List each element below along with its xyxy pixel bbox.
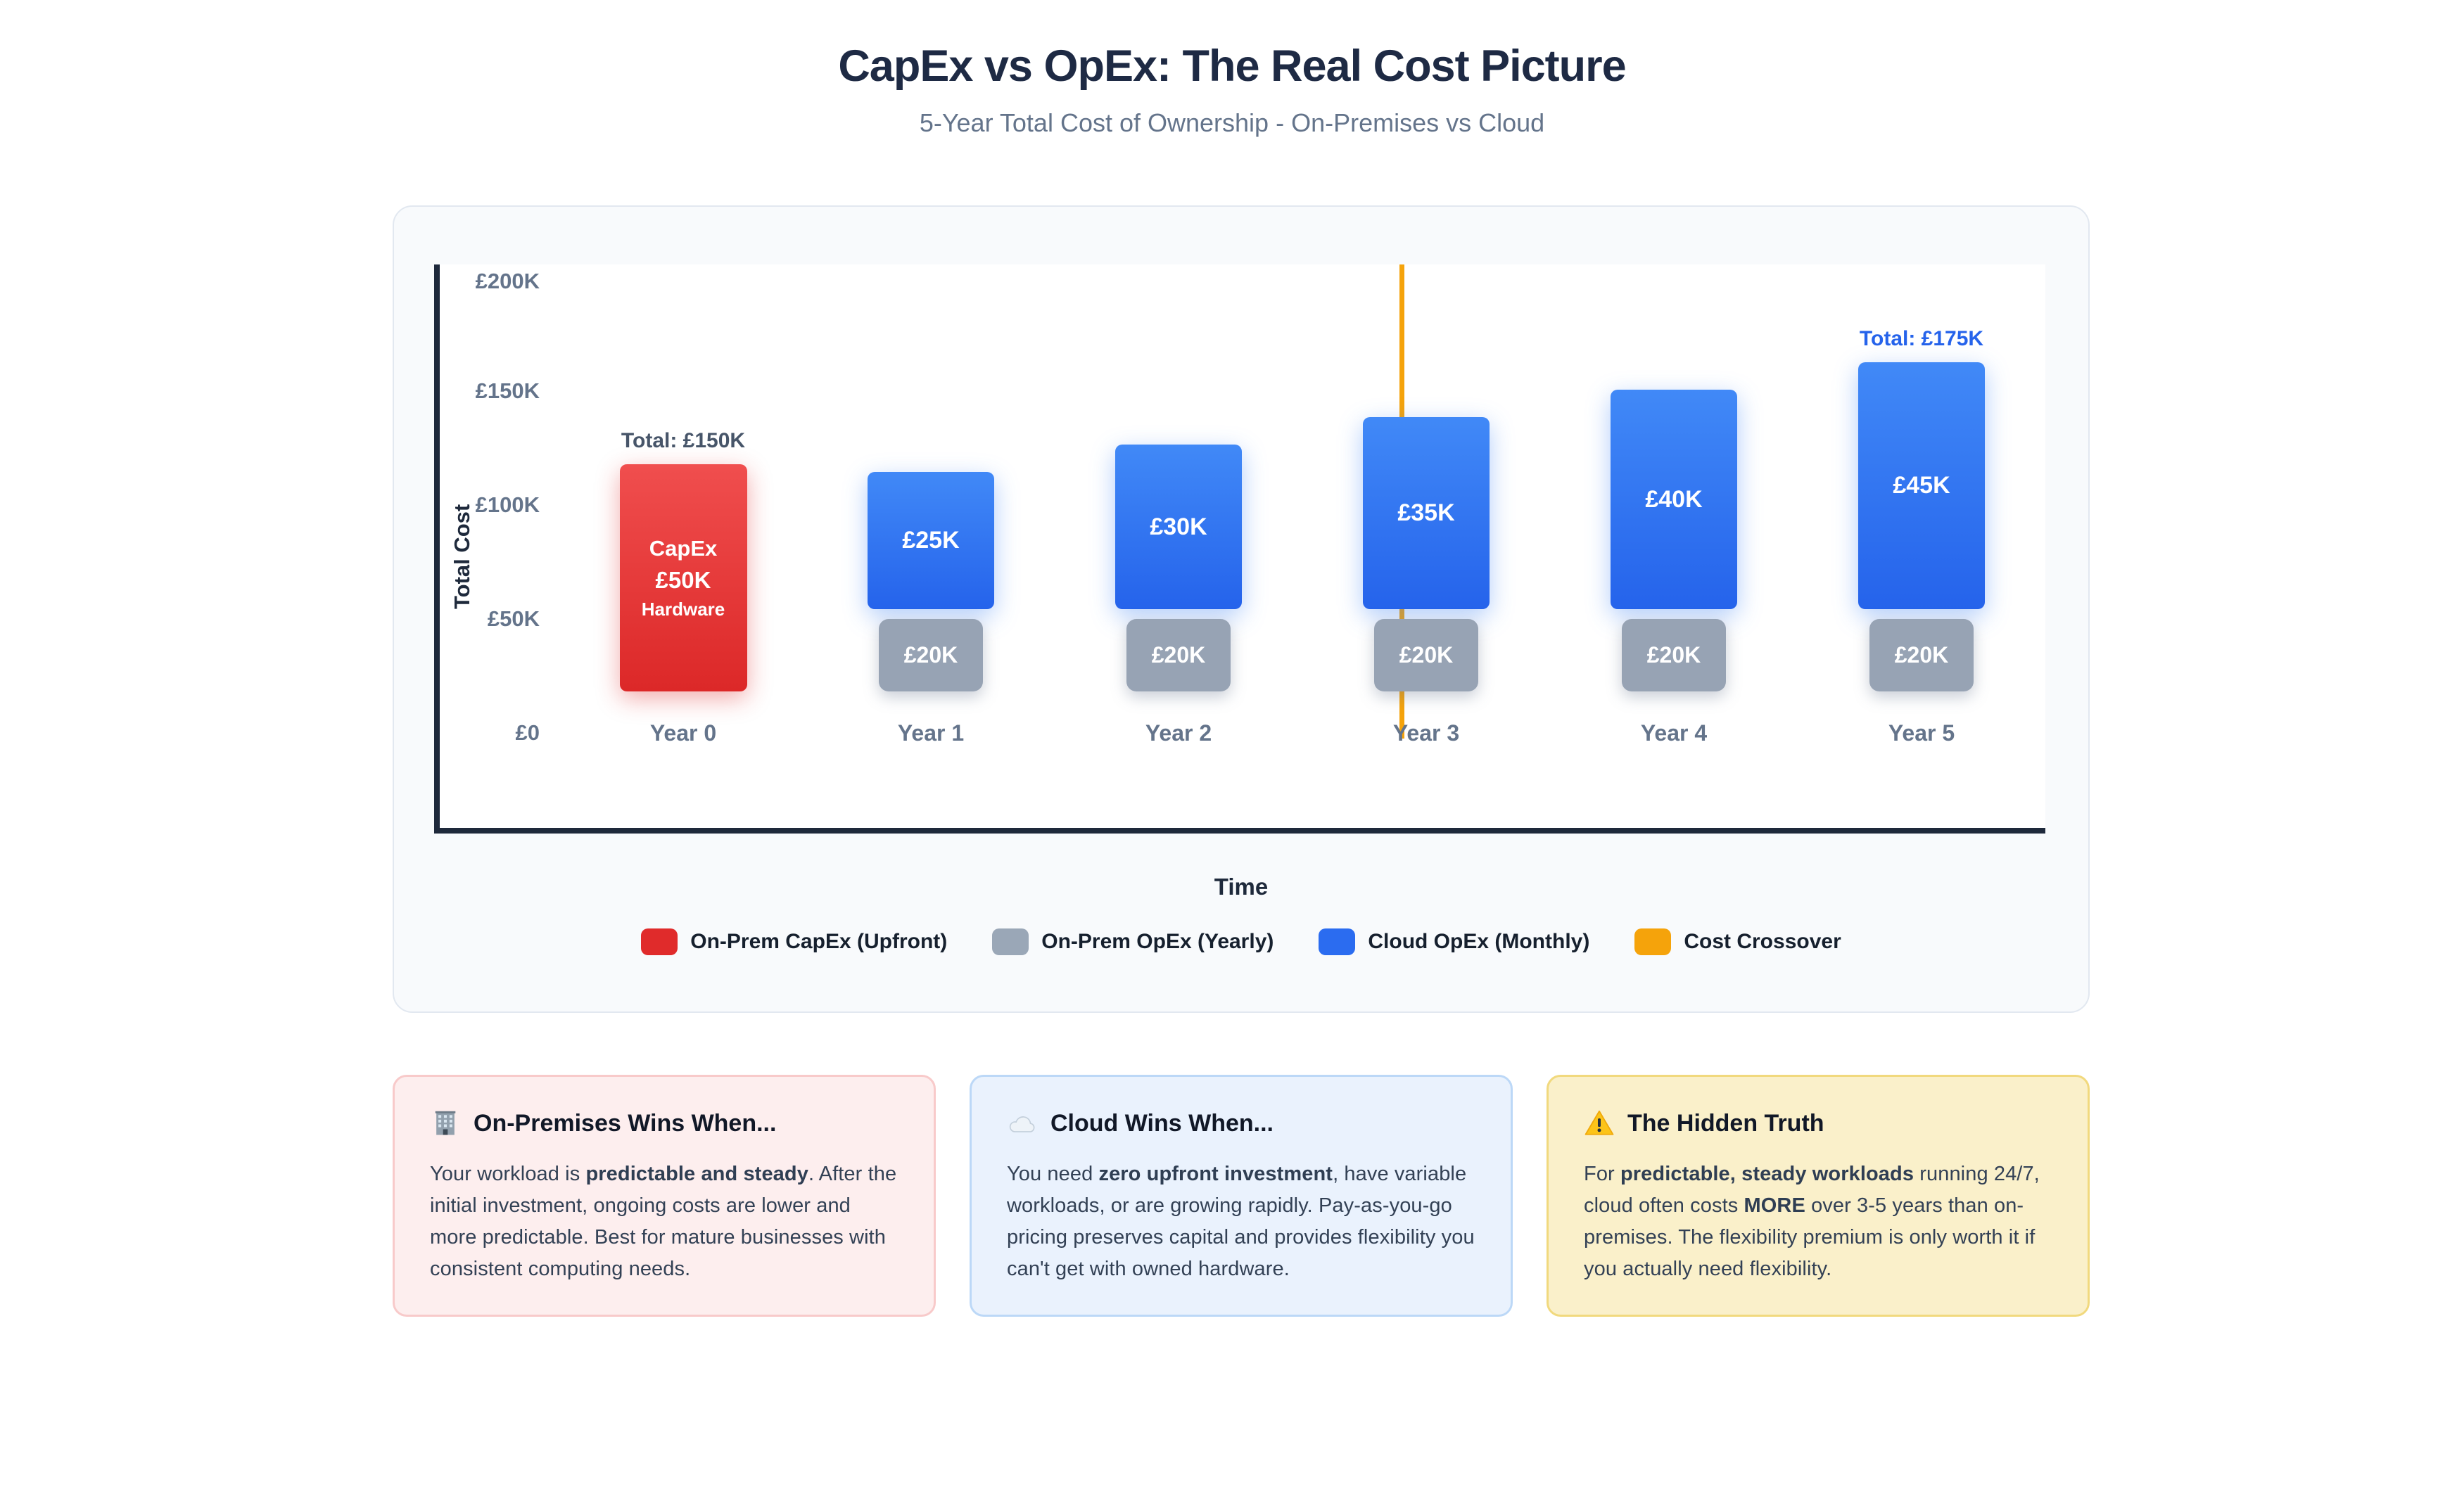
capex-legend-swatch (641, 928, 678, 955)
chart-column-year-3: £35K £20K (1302, 264, 1550, 691)
onprem-opex-legend-swatch (992, 928, 1029, 955)
page-header: CapEx vs OpEx: The Real Cost Picture 5-Y… (0, 41, 2464, 138)
body-text: running 24/7, cloud often costs (1584, 1163, 2040, 1217)
legend-label: On-Prem OpEx (Yearly) (1041, 930, 1274, 953)
card-title: The Hidden Truth (1627, 1109, 1824, 1137)
chart-column-year-5: Total: £175K £45K £20K (1798, 264, 2045, 691)
onprem-opex-box: £20K (1622, 619, 1726, 691)
chart-column-year-2: £30K £20K (1055, 264, 1302, 691)
card-title: On-Premises Wins When... (474, 1109, 777, 1137)
card-body: For predictable, steady workloads runnin… (1584, 1158, 2052, 1285)
insight-cards: On-Premises Wins When... Your workload i… (393, 1075, 2090, 1317)
body-text: over 3-5 years than on-premises. The fle… (1584, 1194, 2036, 1280)
x-tick-label: Year 1 (897, 720, 965, 746)
body-text: For (1584, 1163, 1620, 1185)
x-axis-labels: Year 0 Year 1 Year 2 Year 3 Year 4 Year 5 (559, 717, 2045, 748)
chart-plot-area: £200K £150K £100K £50K £0 Total Cost Total: … (434, 264, 2045, 834)
card-title-row: Cloud Wins When... (1007, 1108, 1475, 1139)
capex-bar: CapEx £50K Hardware (619, 464, 747, 691)
building-icon (430, 1108, 461, 1139)
x-tick-label: Year 0 (649, 720, 717, 746)
body-text-bold: zero upfront investment (1098, 1163, 1333, 1185)
y-tick-label: £150K (475, 378, 540, 403)
y-axis-title: Total Cost (450, 504, 474, 609)
card-hidden-truth: The Hidden Truth For predictable, steady… (1547, 1075, 2090, 1317)
chart-column-year-1: £25K £20K (807, 264, 1055, 691)
y-tick-label: £0 (515, 720, 540, 745)
card-body: You need zero upfront investment, have v… (1007, 1158, 1475, 1285)
onprem-opex-box: £20K (1869, 619, 1974, 691)
body-text: . After the initial investment, ongoing … (430, 1163, 897, 1280)
cloud-opex-bar: £25K (868, 472, 994, 609)
chart-column-year-4: £40K £20K (1550, 264, 1798, 691)
card-title-row: The Hidden Truth (1584, 1108, 2052, 1139)
y-tick-label: £50K (487, 606, 540, 631)
chart-panel: £200K £150K £100K £50K £0 Total Cost Total: … (393, 205, 2090, 1013)
body-text-bold: MORE (1744, 1194, 1805, 1217)
x-tick-label: Year 5 (1888, 720, 1955, 746)
legend-label: Cost Crossover (1684, 930, 1841, 953)
chart-column-year-0: Total: £150K CapEx £50K Hardware (559, 264, 807, 691)
body-text: , have variable workloads, or are growin… (1007, 1163, 1475, 1280)
card-body: Your workload is predictable and steady.… (430, 1158, 898, 1285)
x-axis-title: Time (1214, 874, 1269, 900)
x-tick-label: Year 3 (1392, 720, 1460, 746)
warning-icon (1584, 1108, 1615, 1139)
cloud-opex-bar: £45K (1858, 362, 1985, 609)
y-tick-label: £200K (475, 269, 540, 293)
capex-bar-value: £50K (655, 566, 711, 593)
legend-item: On-Prem OpEx (Yearly) (992, 928, 1274, 955)
total-label: Total: £175K (1859, 327, 1984, 350)
onprem-opex-box: £20K (1126, 619, 1231, 691)
x-tick-label: Year 2 (1145, 720, 1212, 746)
legend-label: Cloud OpEx (Monthly) (1368, 930, 1590, 953)
onprem-opex-box: £20K (879, 619, 983, 691)
y-tick-label: £100K (475, 492, 540, 517)
page-subtitle: 5-Year Total Cost of Ownership - On-Prem… (919, 108, 1545, 137)
cloud-opex-bar: £30K (1115, 445, 1242, 609)
body-text: Your workload is (430, 1163, 586, 1185)
body-text: You need (1007, 1163, 1099, 1185)
capex-bar-label: CapEx (649, 535, 718, 561)
capex-bar-sublabel: Hardware (641, 598, 725, 620)
card-title: Cloud Wins When... (1050, 1109, 1274, 1137)
page-title: CapEx vs OpEx: The Real Cost Picture (838, 42, 1626, 91)
total-label: Total: £150K (621, 429, 746, 452)
card-title-row: On-Premises Wins When... (430, 1108, 898, 1139)
onprem-opex-box: £20K (1374, 619, 1478, 691)
legend-item: Cloud OpEx (Monthly) (1319, 928, 1589, 955)
cloud-icon (1007, 1108, 1038, 1139)
cloud-opex-bar: £35K (1363, 417, 1490, 609)
chart-columns: Total: £150K CapEx £50K Hardware £25K £20K £30… (559, 264, 2045, 691)
card-cloud-wins: Cloud Wins When... You need zero upfront… (970, 1075, 1513, 1317)
body-text-bold: predictable, steady workloads (1620, 1163, 1914, 1185)
x-tick-label: Year 4 (1640, 720, 1708, 746)
cloud-opex-legend-swatch (1319, 928, 1356, 955)
crossover-legend-swatch (1634, 928, 1672, 955)
legend-item: Cost Crossover (1634, 928, 1841, 955)
card-on-premises-wins: On-Premises Wins When... Your workload i… (393, 1075, 936, 1317)
body-text-bold: predictable and steady (585, 1163, 808, 1185)
legend-label: On-Prem CapEx (Upfront) (690, 930, 948, 953)
chart-legend: On-Prem CapEx (Upfront) On-Prem OpEx (Yea… (394, 928, 2088, 955)
legend-item: On-Prem CapEx (Upfront) (641, 928, 947, 955)
cloud-opex-bar: £40K (1611, 390, 1737, 609)
